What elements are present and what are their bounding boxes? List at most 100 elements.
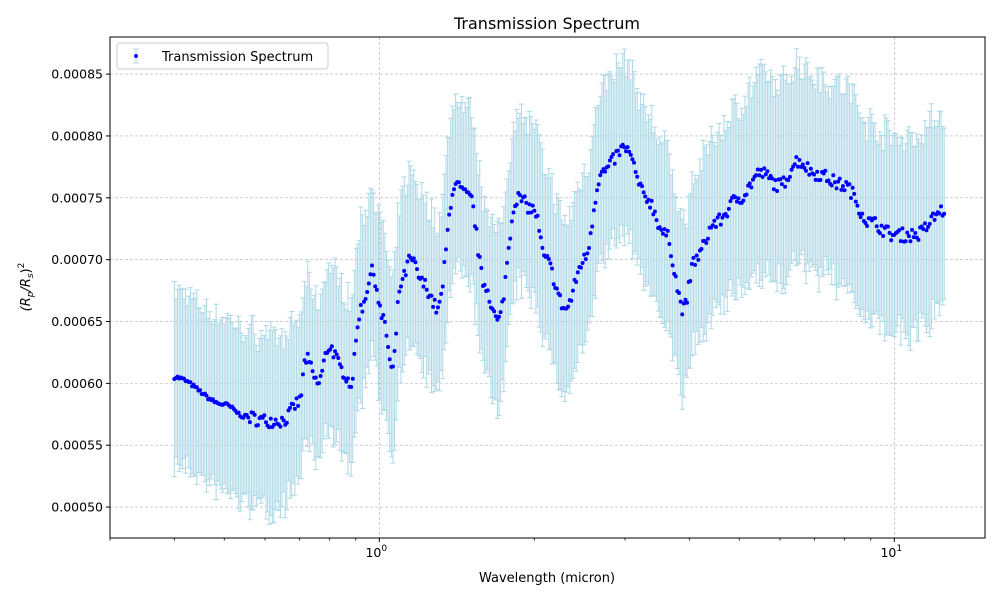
data-point (763, 172, 768, 177)
data-point (357, 317, 362, 322)
y-axis-ticks: 0.00050 0.00055 0.00060 0.00065 0.00070 0.000… (51, 67, 110, 515)
data-point (662, 227, 667, 232)
data-point (681, 301, 686, 306)
y-tick-label: 0.00085 (51, 67, 103, 82)
data-point (794, 155, 799, 160)
data-point (525, 210, 530, 215)
data-point (754, 173, 759, 178)
data-point (922, 221, 927, 226)
data-point (924, 228, 929, 233)
data-point (829, 183, 834, 188)
data-point (932, 217, 937, 222)
data-point (717, 212, 722, 217)
data-point (603, 169, 608, 174)
data-point (673, 274, 678, 279)
data-point (771, 187, 776, 192)
data-point (654, 218, 659, 223)
data-point (903, 239, 908, 244)
data-point (587, 246, 592, 251)
data-point (400, 277, 405, 282)
data-point (255, 423, 260, 428)
data-point (665, 228, 670, 233)
data-point (852, 191, 857, 196)
data-point (848, 196, 853, 201)
data-point (450, 192, 455, 197)
data-point (807, 172, 812, 177)
data-point (360, 309, 365, 314)
data-point (394, 331, 399, 336)
data-point (204, 393, 209, 398)
data-point (497, 314, 502, 319)
data-point (699, 246, 704, 251)
data-point (942, 211, 947, 216)
data-point (588, 231, 593, 236)
data-point (381, 313, 386, 318)
data-point (398, 284, 403, 289)
data-point (836, 179, 841, 184)
data-point (855, 203, 860, 208)
data-point (469, 194, 474, 199)
legend-box (116, 42, 329, 70)
data-point (913, 231, 918, 236)
data-point (508, 236, 513, 241)
data-point (693, 262, 698, 267)
y-tick-label: 0.00065 (51, 314, 103, 329)
data-point (633, 169, 638, 174)
data-point (863, 220, 868, 225)
data-point (435, 305, 440, 310)
data-point (188, 380, 193, 385)
data-point (339, 365, 344, 370)
data-point (551, 282, 556, 287)
data-point (623, 149, 628, 154)
data-point (569, 298, 574, 303)
data-point (308, 360, 313, 365)
data-point (382, 319, 387, 324)
data-point (236, 410, 241, 415)
data-point (906, 234, 911, 239)
data-point (524, 200, 529, 205)
data-point (826, 178, 831, 183)
data-point (757, 173, 762, 178)
data-point (747, 181, 752, 186)
data-point (501, 297, 506, 302)
data-point (247, 420, 252, 425)
x-tick-label: 101 (880, 544, 902, 560)
data-point (887, 230, 892, 235)
data-point (842, 188, 847, 193)
data-point (691, 255, 696, 260)
data-point (710, 223, 715, 228)
data-point (575, 270, 580, 275)
data-point (670, 263, 675, 268)
data-point (643, 194, 648, 199)
data-point (905, 230, 910, 235)
data-point (705, 236, 710, 241)
data-point (606, 164, 611, 169)
data-point (387, 357, 392, 362)
y-axis-label: (Rp/Rs)2 (17, 263, 36, 312)
data-point (318, 373, 323, 378)
data-point (685, 300, 690, 305)
data-point (411, 256, 416, 261)
data-point (445, 227, 450, 232)
data-point (336, 356, 341, 361)
data-point (252, 412, 257, 417)
data-point (288, 405, 293, 410)
data-point (558, 293, 563, 298)
data-point (423, 277, 428, 282)
data-point (329, 344, 334, 349)
data-point (831, 173, 836, 178)
data-point (405, 259, 410, 264)
data-point (267, 425, 272, 430)
data-point (350, 376, 355, 381)
data-point (578, 265, 583, 270)
data-point (879, 223, 884, 228)
data-point (493, 314, 498, 319)
data-point (808, 166, 813, 171)
data-point (370, 263, 375, 268)
data-point (198, 388, 203, 393)
data-point (355, 325, 360, 330)
data-point (419, 275, 424, 280)
data-point (803, 168, 808, 173)
data-point (495, 317, 500, 322)
data-point (765, 169, 770, 174)
